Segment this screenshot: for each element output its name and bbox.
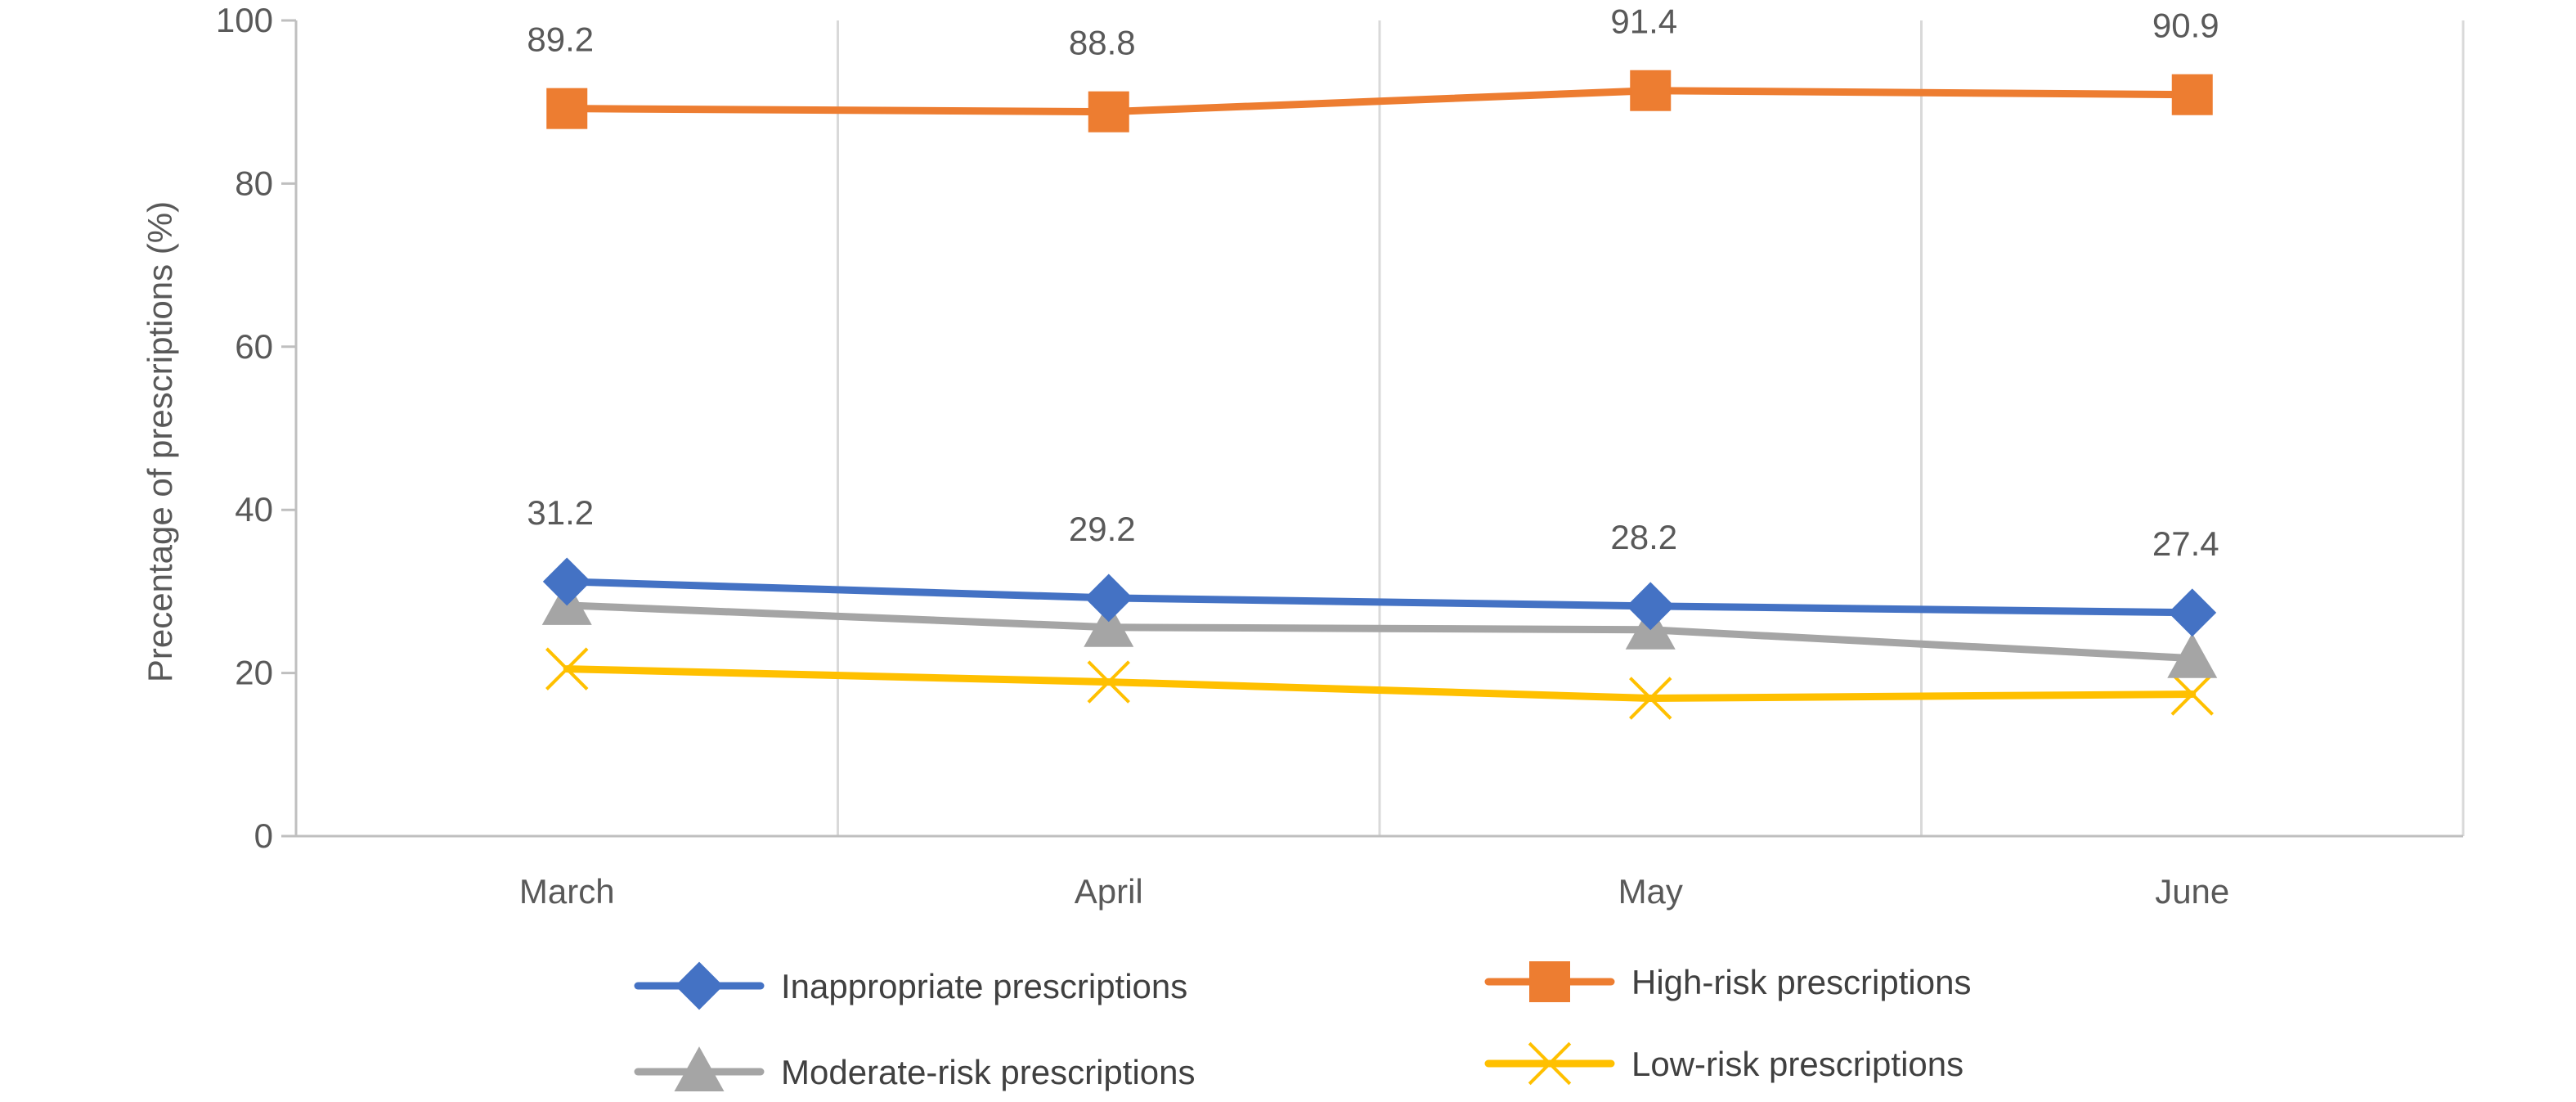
triangle-marker <box>2167 632 2218 678</box>
x-marker-stroke <box>2170 672 2214 716</box>
x-tick-label: May <box>1618 872 1683 911</box>
x-marker-stroke <box>1528 1041 1572 1086</box>
series-high-risk-prescriptions <box>546 70 2213 133</box>
x-marker <box>1528 1041 1572 1086</box>
x-tick-label: June <box>2155 872 2229 911</box>
x-tick-label: March <box>519 872 615 911</box>
legend-item: High-risk prescriptions <box>1484 961 1971 1002</box>
diamond-marker <box>675 961 724 1010</box>
axes <box>281 19 2463 838</box>
series <box>541 70 2218 720</box>
y-tick-label: 40 <box>235 490 273 529</box>
data-label: 27.4 <box>2152 524 2219 563</box>
x-tick-labels: March April May June <box>519 872 2229 911</box>
x-marker <box>2170 672 2214 716</box>
data-label: 91.4 <box>1610 2 1677 41</box>
triangle-marker <box>674 1046 725 1092</box>
square-marker <box>2171 74 2213 115</box>
legend-label: Low-risk prescriptions <box>1631 1045 1963 1083</box>
legend-item: Low-risk prescriptions <box>1484 1041 1963 1086</box>
square-marker <box>1088 91 1129 133</box>
series-line <box>563 601 2197 663</box>
data-label: 29.2 <box>1069 510 1136 548</box>
y-tick-label: 80 <box>235 164 273 202</box>
diamond-marker <box>1626 582 1675 631</box>
y-tick-label: 0 <box>254 816 273 855</box>
diamond-marker <box>542 557 591 606</box>
data-label: 31.2 <box>527 493 594 532</box>
diamond-marker <box>1084 573 1133 623</box>
x-marker-stroke <box>545 647 589 690</box>
y-tick-labels: 0 20 40 60 80 100 <box>216 1 273 855</box>
series-line <box>563 665 2197 703</box>
gridlines <box>837 20 2465 836</box>
data-label: 90.9 <box>2152 7 2219 45</box>
x-marker <box>1087 660 1130 704</box>
x-marker <box>545 647 589 690</box>
square-marker <box>546 88 588 129</box>
y-tick-label: 100 <box>216 1 273 39</box>
legend-label: High-risk prescriptions <box>1631 963 1971 1001</box>
x-marker-stroke <box>1087 660 1130 704</box>
diamond-marker <box>2168 588 2217 637</box>
y-tick-label: 60 <box>235 327 273 366</box>
series-line <box>563 87 2197 116</box>
data-label: 89.2 <box>527 20 594 59</box>
y-tick-label: 20 <box>235 654 273 692</box>
y-axis-title: Precentage of prescriptions (%) <box>141 201 179 682</box>
legend-label: Moderate-risk prescriptions <box>781 1053 1196 1091</box>
legend-label: Inappropriate prescriptions <box>781 967 1187 1005</box>
x-marker-stroke <box>1629 677 1672 720</box>
triangle-marker <box>1084 601 1134 647</box>
x-tick-label: April <box>1075 872 1143 911</box>
data-label: 88.8 <box>1069 24 1136 62</box>
series-inappropriate-prescriptions <box>542 557 2217 637</box>
square-marker <box>1529 961 1570 1002</box>
series-line <box>563 578 2197 617</box>
x-marker <box>1629 677 1672 720</box>
series-low-risk-prescriptions <box>545 647 2214 720</box>
data-labels: 31.2 29.2 28.2 27.4 89.2 88.8 91.4 90.9 <box>527 2 2219 563</box>
square-marker <box>1630 70 1672 111</box>
data-label: 28.2 <box>1610 518 1677 556</box>
legend-item: Moderate-risk prescriptions <box>634 1046 1196 1092</box>
legend: Inappropriate prescriptions High-risk pre… <box>634 961 1971 1092</box>
legend-item: Inappropriate prescriptions <box>634 961 1187 1010</box>
